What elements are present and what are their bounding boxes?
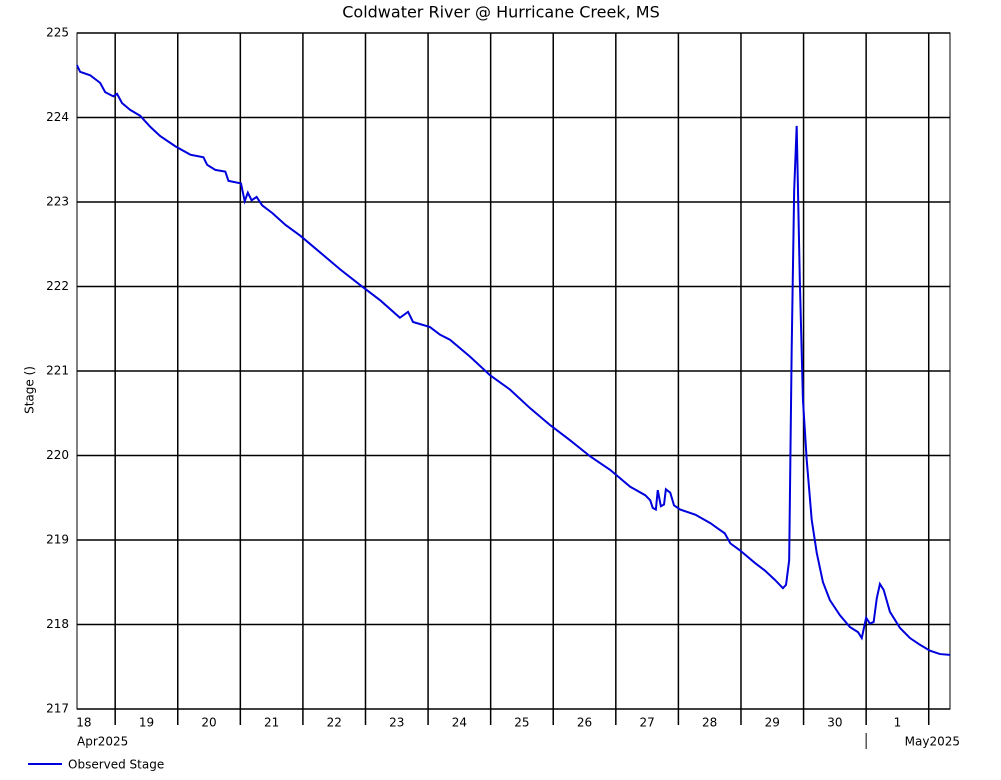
month-label: May2025	[905, 735, 960, 749]
month-label: Apr2025	[77, 735, 128, 749]
x-tick-label: 26	[577, 716, 592, 730]
y-tick-label: 217	[46, 702, 69, 716]
x-tick-label: 29	[765, 716, 780, 730]
x-tick-label: 30	[827, 716, 842, 730]
x-tick-label: 19	[139, 716, 154, 730]
y-tick-label: 224	[46, 110, 69, 124]
legend-label: Observed Stage	[68, 758, 164, 772]
y-tick-label: 223	[46, 195, 69, 209]
y-tick-label: 218	[46, 617, 69, 631]
y-axis-label: Stage ()	[23, 366, 37, 414]
x-tick-label: 21	[264, 716, 279, 730]
x-tick-label: 22	[327, 716, 342, 730]
chart-title: Coldwater River @ Hurricane Creek, MS	[342, 3, 660, 22]
plot-border	[76, 32, 951, 710]
x-tick-label: 25	[514, 716, 529, 730]
y-tick-label: 219	[46, 533, 69, 547]
y-tick-label: 225	[46, 26, 69, 40]
y-tick-label: 220	[46, 448, 69, 462]
x-tick-label: 1	[894, 716, 902, 730]
y-tick-label: 221	[46, 364, 69, 378]
x-tick-label: 24	[452, 716, 467, 730]
x-tick-label: 18	[76, 716, 91, 730]
x-tick-label: 20	[201, 716, 216, 730]
x-tick-label: 27	[639, 716, 654, 730]
x-tick-label: 28	[702, 716, 717, 730]
x-tick-label: 23	[389, 716, 404, 730]
data-line	[76, 64, 951, 656]
y-tick-label: 222	[46, 279, 69, 293]
